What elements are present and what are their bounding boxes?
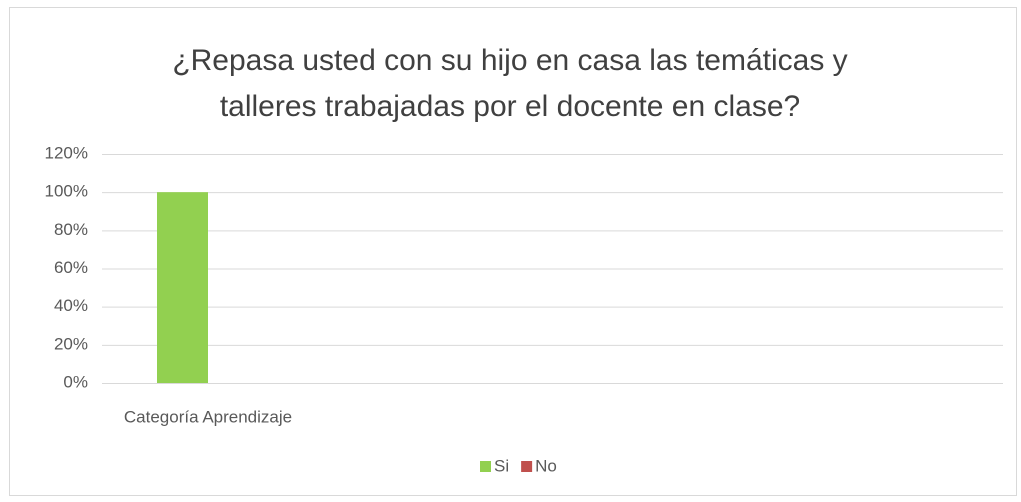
chart-title: ¿Repasa usted con su hijo en casa las te…: [172, 44, 848, 123]
y-tick-label: 80%: [54, 220, 88, 239]
legend-swatch: [521, 461, 533, 472]
y-tick-label: 0%: [63, 372, 88, 391]
y-tick-label: 120%: [45, 143, 88, 162]
legend-swatch: [480, 461, 491, 472]
y-tick-label: 20%: [54, 334, 88, 353]
y-tick-label: 40%: [54, 296, 88, 315]
bar: [157, 192, 208, 383]
legend-label: Si: [494, 456, 509, 475]
x-tick-label: Categoría Aprendizaje: [124, 407, 292, 426]
legend-label: No: [535, 456, 557, 475]
y-tick-label: 100%: [45, 182, 88, 201]
y-tick-label: 60%: [54, 258, 88, 277]
